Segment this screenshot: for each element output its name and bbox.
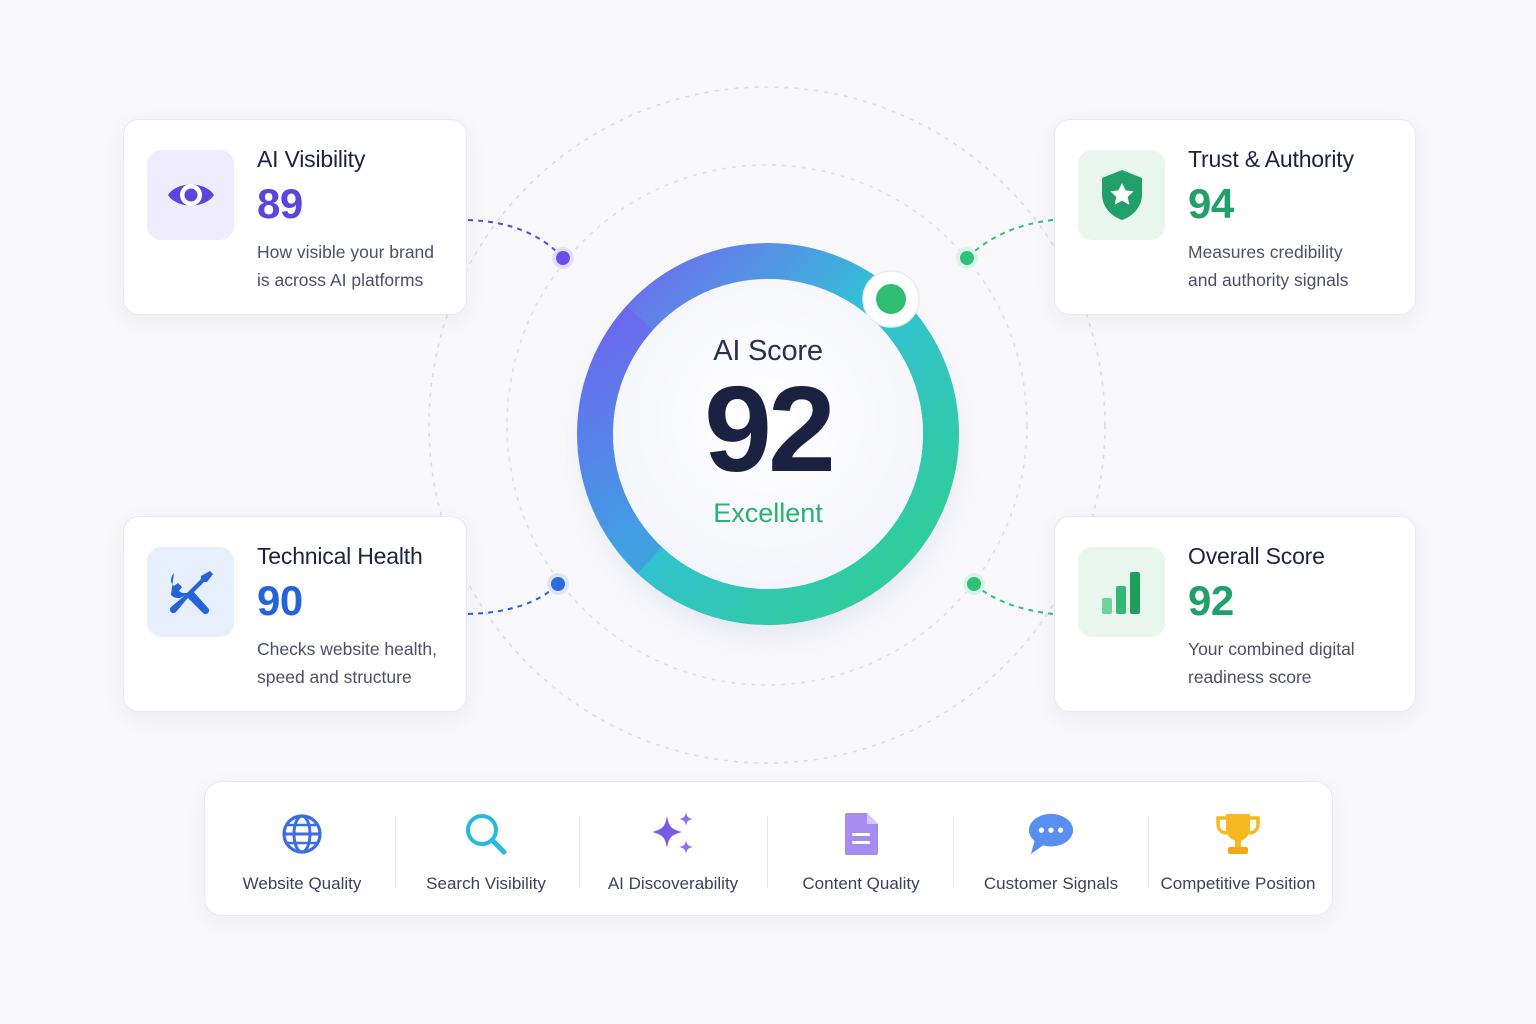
card-title: Technical Health [257,543,423,569]
globe-icon [278,810,326,858]
factor-search-visibility[interactable]: Search Visibility [401,782,571,917]
divider [953,816,954,888]
desc-line: Your combined digital [1188,639,1355,659]
card-title: Overall Score [1188,543,1325,569]
connector-overall [973,583,1054,615]
desc-line: readiness score [1188,667,1312,687]
card-score: 89 [257,180,303,227]
card-title: Trust & Authority [1188,146,1354,172]
gauge-label: AI Score [713,335,823,367]
desc-line: Measures credibility [1188,242,1343,262]
factor-label: Competitive Position [1160,874,1316,893]
gauge-center: AI Score 92 Excellent [612,269,924,599]
connector-technical [467,583,559,615]
desc-line: and authority signals [1188,270,1349,290]
card-score: 94 [1188,180,1234,227]
divider [767,816,768,888]
factor-competitive-position[interactable]: Competitive Position [1154,782,1322,917]
shield-icon-tile [1078,150,1165,240]
trophy-icon [1214,810,1262,858]
chat-bubble-icon [1027,810,1075,858]
divider [1148,816,1149,888]
factor-label: Customer Signals [983,874,1119,893]
gauge-score: 92 [704,361,836,497]
tools-icon [169,571,213,615]
sparkles-icon [649,810,697,858]
desc-line: speed and structure [257,667,412,687]
divider [395,816,396,888]
desc-line: Checks website health, [257,639,437,659]
card-technical-health[interactable]: Technical Health 90 Checks website healt… [123,516,467,712]
eye-icon [167,184,214,206]
search-icon [462,810,510,858]
gauge-face [613,279,923,589]
desc-line: is across AI platforms [257,270,424,290]
connector-visibility [467,219,564,259]
outer-dashed-ring [428,86,1106,764]
card-score: 92 [1188,577,1234,624]
desc-line: How visible your brand [257,242,435,262]
card-description: Your combined digital readiness score [1188,635,1388,691]
card-description: Measures credibility and authority signa… [1188,238,1388,294]
card-trust-authority[interactable]: Trust & Authority 94 Measures credibilit… [1054,119,1416,315]
divider [579,816,580,888]
gauge-status: Excellent [713,498,823,528]
factor-customer-signals[interactable]: Customer Signals [959,782,1143,917]
card-ai-visibility[interactable]: AI Visibility 89 How visible your brand … [123,119,467,315]
factor-content-quality[interactable]: Content Quality [773,782,949,917]
card-description: How visible your brand is across AI plat… [257,238,457,294]
factor-label: Search Visibility [426,874,546,893]
card-title: AI Visibility [257,146,366,172]
factor-label: Website Quality [242,874,362,893]
factor-label: AI Discoverability [607,874,739,893]
factor-ai-discoverability[interactable]: AI Discoverability [585,782,761,917]
card-overall-score[interactable]: Overall Score 92 Your combined digital r… [1054,516,1416,712]
factor-label: Content Quality [802,874,920,893]
connector-trust [966,219,1054,259]
document-icon [837,810,885,858]
bar-chart-icon-tile [1078,547,1165,637]
factor-website-quality[interactable]: Website Quality [223,782,381,917]
inner-dashed-ring [506,164,1028,686]
card-score: 90 [257,577,303,624]
factor-bar: Website Quality Search Visibility AI Dis… [204,781,1333,916]
card-description: Checks website health, speed and structu… [257,635,457,691]
eye-icon-tile [147,150,234,240]
shield-star-icon [1101,170,1142,220]
bar-chart-icon [1101,572,1140,614]
tools-icon-tile [147,547,234,637]
